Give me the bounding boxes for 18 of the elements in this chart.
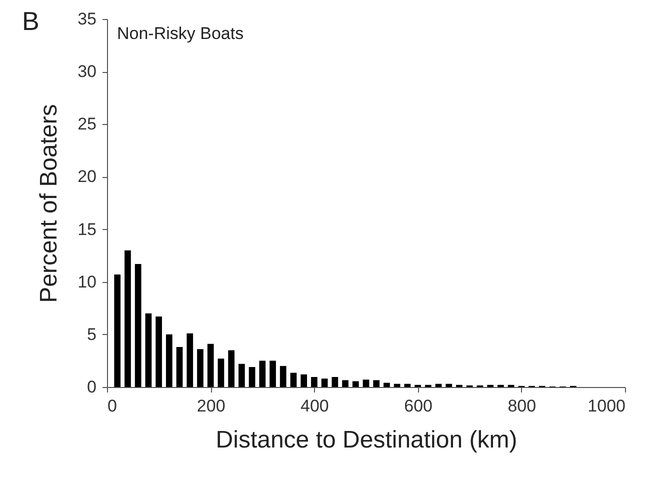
x-tick-label: 200 <box>196 396 226 416</box>
x-tick-label: 600 <box>404 396 432 416</box>
y-tick-label: 0 <box>87 378 96 396</box>
x-tick-label: 400 <box>300 396 329 416</box>
y-axis-title: Percent of Boaters <box>36 104 63 303</box>
y-tick-label: 5 <box>87 324 96 344</box>
x-tick-label: 800 <box>508 396 536 416</box>
y-tick-label: 35 <box>78 10 96 28</box>
y-tick-label: 25 <box>78 114 96 134</box>
y-tick-label: 10 <box>78 272 96 292</box>
x-tick-label: 1000 <box>588 396 626 416</box>
y-tick-label: 30 <box>78 62 96 82</box>
annotation: Non-Risky Boats <box>117 24 244 43</box>
y-tick-label: 20 <box>78 167 96 186</box>
x-axis-title: Distance to Destination (km) <box>216 426 518 454</box>
y-tick-label: 15 <box>78 220 96 239</box>
text: B <box>22 6 40 36</box>
x-tick-label: 0 <box>108 396 117 416</box>
